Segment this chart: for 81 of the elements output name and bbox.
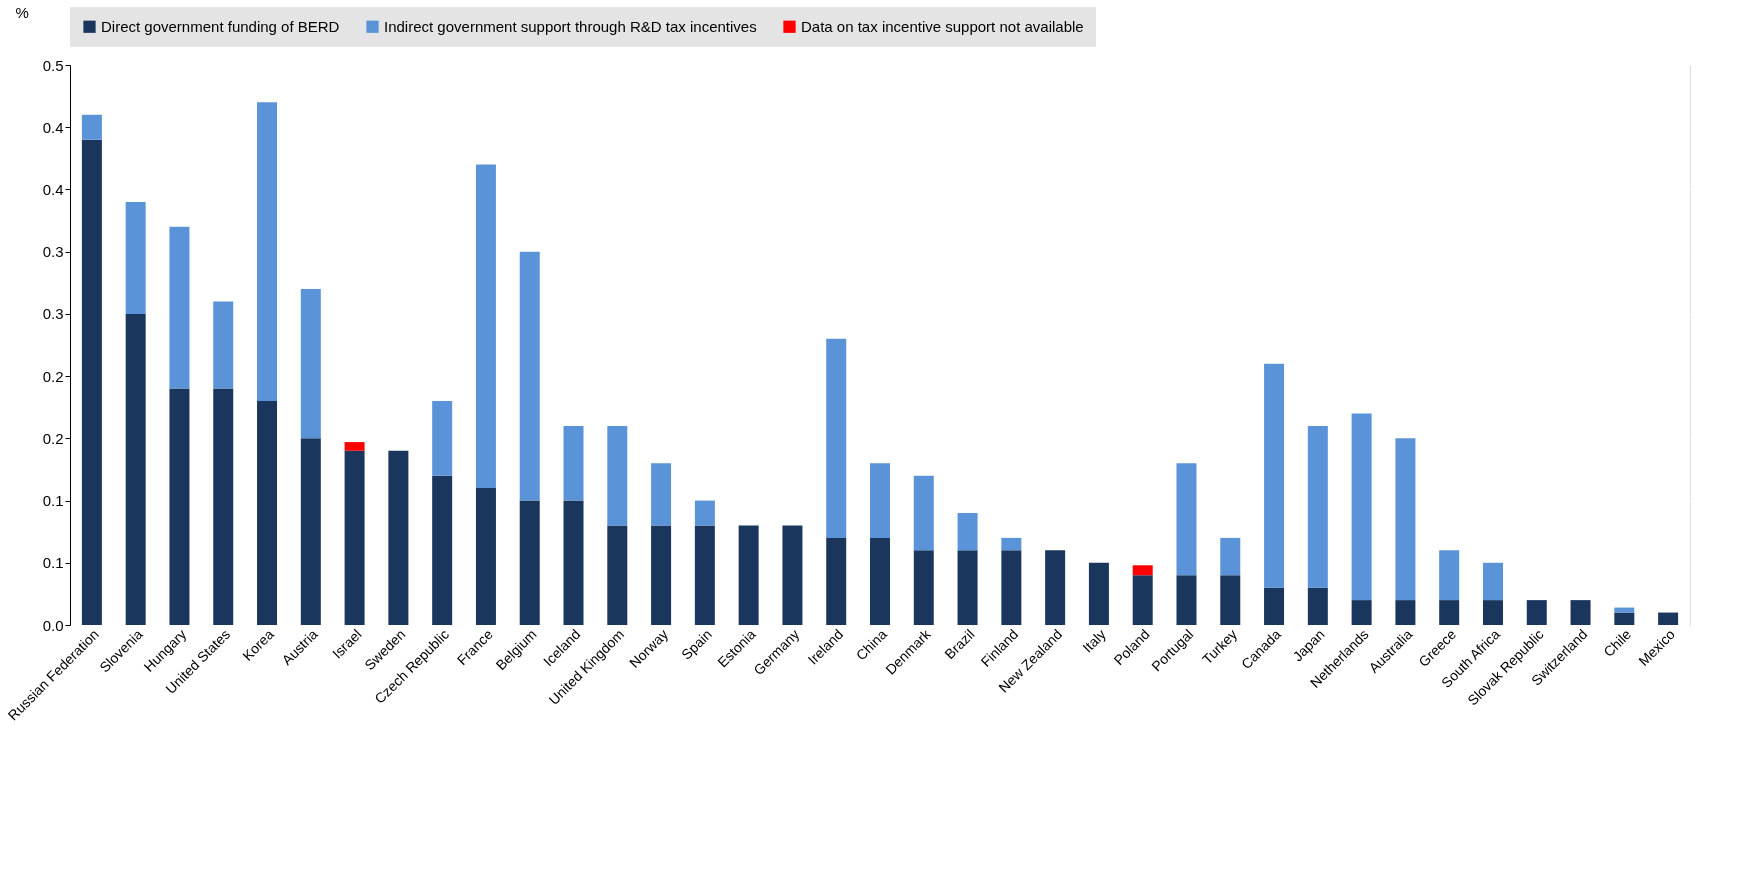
bar bbox=[1001, 550, 1022, 625]
bar bbox=[1307, 425, 1328, 588]
bar bbox=[475, 164, 496, 489]
bar bbox=[1088, 562, 1109, 625]
bar bbox=[913, 550, 934, 625]
bar bbox=[563, 425, 584, 501]
bar bbox=[432, 475, 453, 625]
bar bbox=[1001, 537, 1022, 551]
bar bbox=[300, 289, 321, 439]
bar bbox=[213, 301, 234, 389]
bar bbox=[1176, 463, 1197, 576]
legend-label: Data on tax incentive support not available bbox=[801, 17, 1084, 35]
bar bbox=[1439, 550, 1460, 601]
x-tick-label: Italy bbox=[1079, 626, 1109, 656]
bar bbox=[125, 313, 146, 625]
bar bbox=[475, 488, 496, 625]
bar bbox=[1264, 587, 1285, 625]
bar bbox=[1264, 363, 1285, 588]
bar bbox=[1526, 600, 1547, 625]
bar bbox=[870, 537, 890, 625]
bar bbox=[607, 425, 628, 526]
bar bbox=[1482, 600, 1503, 625]
legend-label: Direct government funding of BERD bbox=[101, 17, 340, 35]
y-tick-label: 0.3 bbox=[42, 243, 64, 261]
y-tick-label: 0.5 bbox=[42, 56, 64, 74]
bar bbox=[1220, 575, 1241, 625]
bar bbox=[300, 438, 321, 625]
bar bbox=[1395, 600, 1416, 625]
bar bbox=[1482, 562, 1503, 601]
bar bbox=[1220, 537, 1241, 576]
bar bbox=[1045, 550, 1066, 625]
bar bbox=[1570, 600, 1591, 625]
y-tick-label: 0.2 bbox=[42, 429, 64, 447]
bar bbox=[607, 525, 628, 625]
y-tick-label: 0.0 bbox=[42, 616, 64, 634]
bar bbox=[870, 463, 890, 538]
bar bbox=[1351, 600, 1372, 625]
bar bbox=[1132, 565, 1153, 576]
bar bbox=[257, 401, 278, 625]
bar bbox=[738, 525, 759, 625]
y-tick-label: 0.3 bbox=[42, 305, 64, 323]
bar bbox=[1658, 612, 1679, 625]
bar bbox=[1395, 438, 1416, 601]
bar bbox=[957, 513, 978, 551]
bar bbox=[1439, 600, 1460, 625]
bar bbox=[563, 500, 584, 625]
bar bbox=[651, 525, 672, 625]
bar bbox=[957, 550, 978, 625]
y-axis-title: % bbox=[15, 3, 29, 21]
bar bbox=[913, 475, 934, 551]
bar bbox=[519, 500, 540, 625]
bar bbox=[257, 102, 278, 401]
legend-label: Indirect government support through R&D tax incentives bbox=[384, 17, 757, 35]
y-tick-label: 0.1 bbox=[42, 554, 64, 572]
y-tick-label: 0.1 bbox=[42, 492, 64, 510]
bar bbox=[694, 525, 715, 625]
bar bbox=[694, 500, 715, 526]
bar bbox=[1351, 413, 1372, 601]
bar bbox=[651, 463, 672, 526]
bar bbox=[826, 537, 847, 625]
bar bbox=[1307, 587, 1328, 625]
y-tick-label: 0.2 bbox=[42, 367, 64, 385]
bar bbox=[1614, 612, 1635, 625]
bar bbox=[1132, 575, 1153, 625]
bar bbox=[169, 226, 190, 389]
bar bbox=[1176, 575, 1197, 625]
bar bbox=[344, 442, 365, 451]
bar bbox=[125, 201, 146, 314]
bar bbox=[344, 450, 365, 625]
bar bbox=[81, 114, 102, 140]
bar bbox=[432, 401, 453, 476]
bar bbox=[388, 450, 409, 625]
bar bbox=[169, 388, 190, 625]
bar bbox=[81, 139, 102, 625]
bar bbox=[782, 525, 803, 625]
bar bbox=[519, 251, 540, 501]
bar bbox=[213, 388, 234, 625]
y-tick-label: 0.4 bbox=[42, 180, 64, 198]
y-tick-label: 0.4 bbox=[42, 118, 64, 136]
bar bbox=[1614, 607, 1635, 613]
bar bbox=[826, 338, 847, 538]
